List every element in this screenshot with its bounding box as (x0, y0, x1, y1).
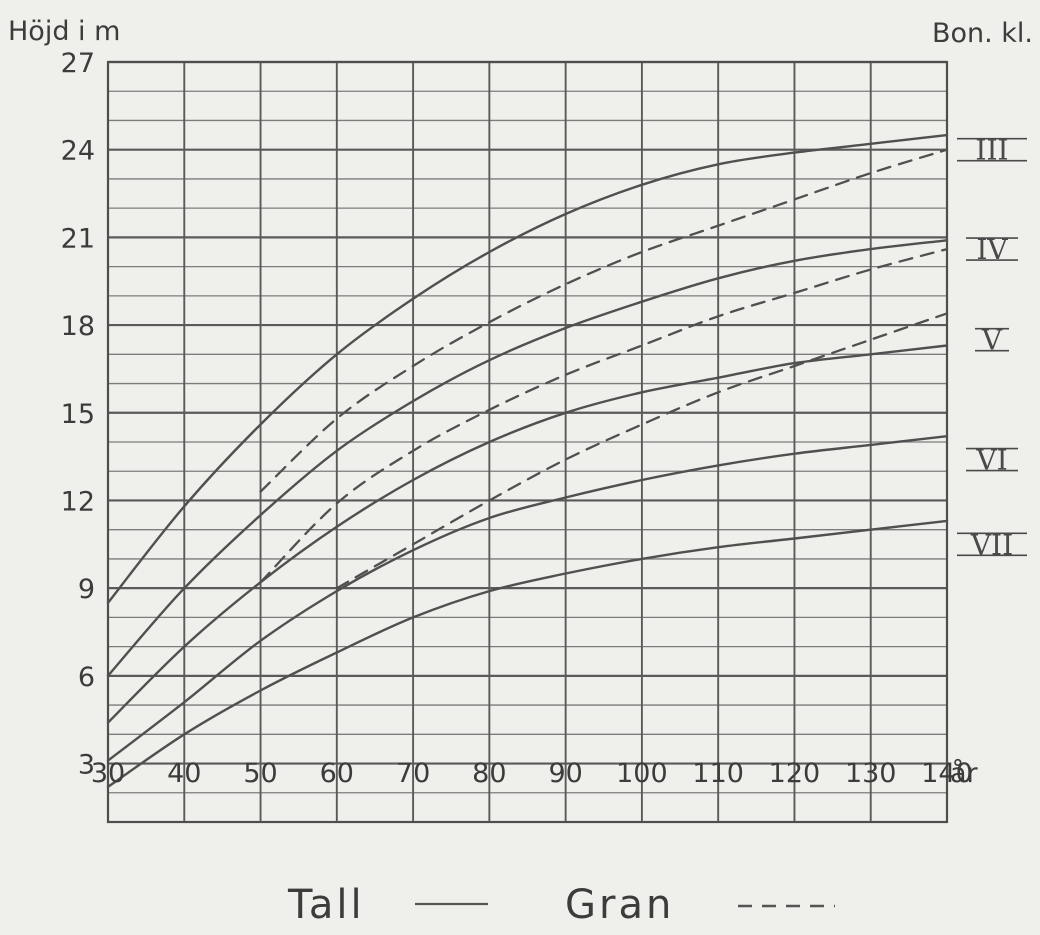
x-tick-label: 140 (921, 758, 973, 789)
tall-curve-2 (106, 239, 949, 677)
y-tick-label: 15 (61, 399, 95, 430)
y-tick-label: 21 (61, 223, 95, 254)
x-tick-label: 90 (548, 758, 582, 789)
gran-curve-8 (335, 312, 949, 590)
x-axis-unit: år (950, 758, 979, 789)
y-axis-label: Höjd i m (8, 16, 120, 47)
right-header: Bon. kl. (932, 18, 1033, 49)
y-tick-label: 3 (78, 750, 95, 781)
y-tick-label: 24 (61, 136, 95, 167)
tall-curve-1 (106, 133, 949, 604)
legend: Tall Gran (287, 882, 835, 928)
x-tick-label: 50 (243, 758, 277, 789)
tall-curve-4 (106, 435, 949, 762)
grid (106, 60, 949, 824)
x-tick-label: 30 (91, 758, 125, 789)
site-class-label: V (981, 324, 1003, 357)
y-tick-label: 27 (61, 48, 95, 79)
tick-labels: 3 6 9 12 15 18 21 24 27 30 40 50 60 70 80 90 100 110 120 13… (61, 48, 973, 789)
x-tick-label: 70 (396, 758, 430, 789)
x-tick-label: 130 (845, 758, 897, 789)
x-tick-label: 110 (692, 758, 744, 789)
y-tick-label: 6 (78, 662, 95, 693)
gran-curve-6 (259, 148, 949, 493)
plot-frame (106, 60, 949, 824)
x-tick-label: 80 (472, 758, 506, 789)
y-tick-label: 9 (78, 574, 95, 605)
x-tick-label: 40 (167, 758, 201, 789)
tall-curve-3 (106, 344, 949, 724)
x-tick-label: 120 (769, 758, 821, 789)
y-tick-label: 18 (61, 311, 95, 342)
tall-curve-5 (106, 519, 949, 789)
x-tick-label: 100 (616, 758, 668, 789)
gran-curve-7 (259, 247, 949, 584)
legend-gran-label: Gran (565, 882, 674, 928)
legend-tall-label: Tall (287, 882, 365, 928)
y-tick-label: 12 (61, 486, 95, 517)
curves (106, 133, 949, 789)
x-tick-label: 60 (320, 758, 354, 789)
